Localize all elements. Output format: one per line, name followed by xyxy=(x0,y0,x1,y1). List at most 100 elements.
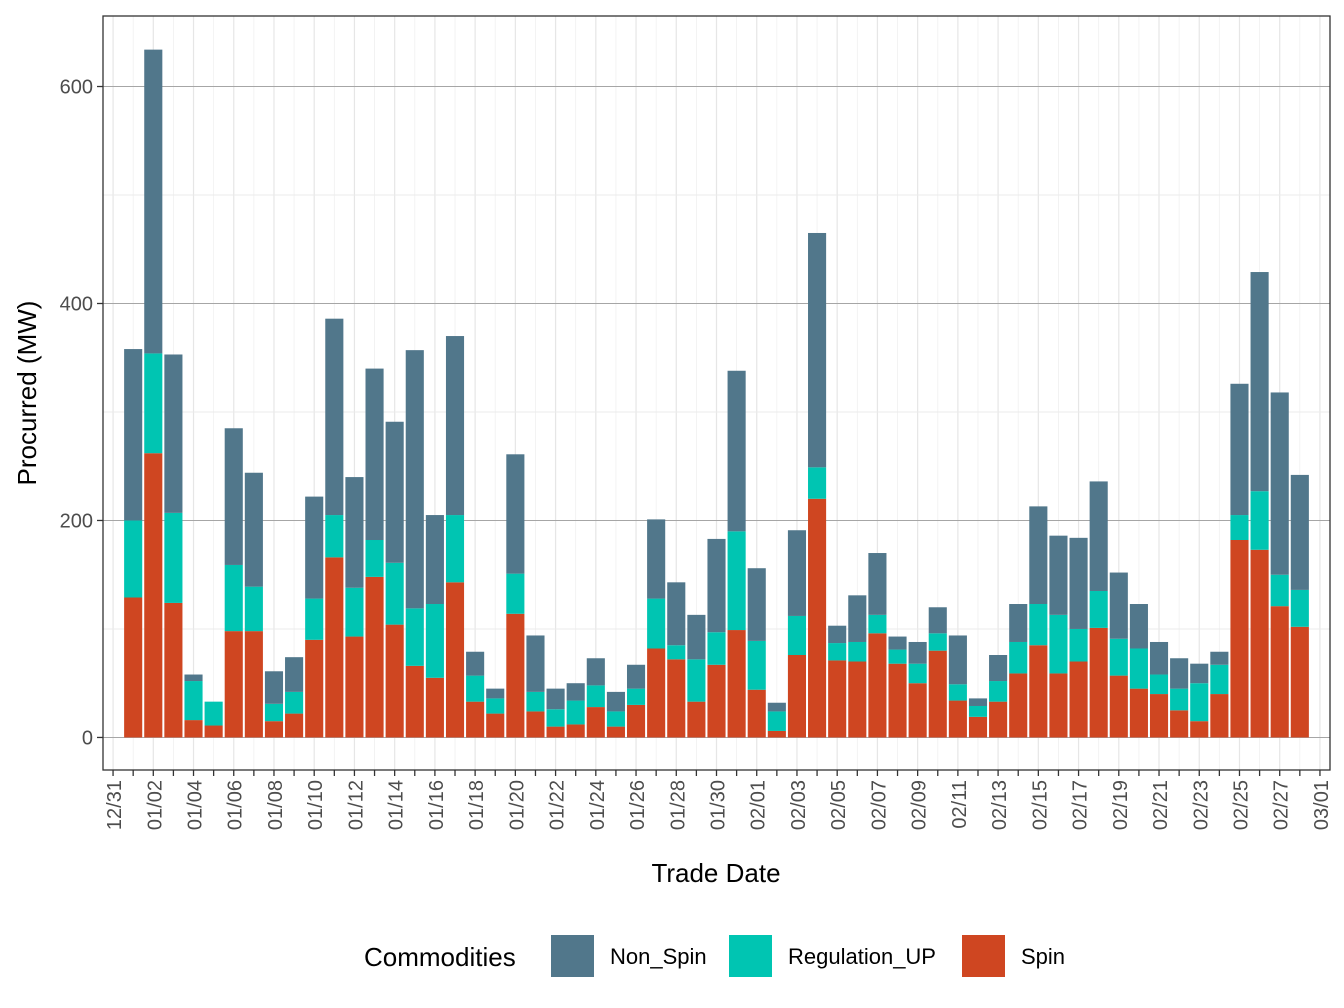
x-tick-label: 01/28 xyxy=(667,780,689,830)
bar-non-spin-02-17 xyxy=(1069,537,1088,629)
bar-spin-01-25 xyxy=(606,726,625,738)
bar-non-spin-02-22 xyxy=(1170,658,1189,689)
bar-non-spin-01-16 xyxy=(425,515,444,605)
bar-spin-02-19 xyxy=(1109,675,1128,738)
x-tick-label: 02/25 xyxy=(1230,780,1252,830)
legend-key-non-spin xyxy=(551,935,594,977)
bar-non-spin-02-16 xyxy=(1049,535,1068,615)
x-tick-label: 01/04 xyxy=(185,780,207,830)
bar-non-spin-01-28 xyxy=(667,582,686,646)
bar-non-spin-02-26 xyxy=(1250,272,1269,492)
bar-non-spin-02-18 xyxy=(1089,481,1108,591)
bar-spin-01-23 xyxy=(566,724,585,738)
bar-spin-02-01 xyxy=(747,689,766,738)
bar-spin-01-26 xyxy=(626,704,646,738)
bar-spin-01-28 xyxy=(667,659,686,738)
bar-spin-01-30 xyxy=(707,664,726,738)
bar-non-spin-01-06 xyxy=(224,428,243,565)
bar-regulation-up-02-14 xyxy=(1009,641,1028,674)
bar-spin-01-13 xyxy=(365,576,384,738)
bar-regulation-up-02-26 xyxy=(1250,491,1269,550)
bar-spin-02-02 xyxy=(767,730,786,738)
bar-spin-02-18 xyxy=(1089,627,1108,738)
bar-regulation-up-01-23 xyxy=(566,700,585,725)
bar-non-spin-01-15 xyxy=(405,350,424,609)
x-tick-label: 01/16 xyxy=(426,780,448,830)
bar-non-spin-02-03 xyxy=(787,530,807,616)
x-tick-label: 01/22 xyxy=(547,780,569,830)
bar-regulation-up-01-05 xyxy=(204,701,223,726)
bar-spin-02-25 xyxy=(1230,540,1249,738)
bar-non-spin-02-02 xyxy=(767,702,786,712)
x-tick-label: 02/03 xyxy=(788,780,810,830)
bar-spin-02-20 xyxy=(1129,688,1148,738)
bar-regulation-up-01-17 xyxy=(445,515,465,583)
bar-non-spin-01-19 xyxy=(486,688,505,699)
bar-regulation-up-01-25 xyxy=(606,711,625,727)
bar-regulation-up-01-22 xyxy=(546,709,565,727)
bar-non-spin-02-27 xyxy=(1270,392,1289,575)
bar-regulation-up-01-31 xyxy=(727,531,746,631)
y-tick-label: 200 xyxy=(60,510,93,532)
bar-spin-01-12 xyxy=(345,636,364,738)
bar-non-spin-02-23 xyxy=(1190,663,1209,684)
x-tick-label: 02/21 xyxy=(1150,780,1172,830)
bar-spin-01-08 xyxy=(264,721,284,738)
bar-non-spin-01-30 xyxy=(707,538,726,633)
x-tick-label: 01/14 xyxy=(386,780,408,830)
bar-spin-01-06 xyxy=(224,631,243,738)
bar-non-spin-02-06 xyxy=(848,595,867,642)
x-tick-label: 02/19 xyxy=(1110,780,1132,830)
x-tick-label: 01/20 xyxy=(506,780,528,830)
bar-non-spin-02-25 xyxy=(1230,383,1249,516)
bar-spin-01-22 xyxy=(546,726,565,738)
x-axis: 12/31 01/02 01/04 01/06 01/08 01/10 01/12 01/14… xyxy=(104,770,1333,830)
bar-regulation-up-01-01 xyxy=(124,520,143,598)
bar-regulation-up-01-26 xyxy=(626,688,646,705)
bar-regulation-up-01-27 xyxy=(647,598,666,649)
bar-spin-02-27 xyxy=(1270,606,1289,738)
x-tick-label: 01/24 xyxy=(587,780,609,830)
bar-spin-01-20 xyxy=(506,613,525,738)
bar-regulation-up-02-10 xyxy=(928,633,947,651)
bar-non-spin-01-02 xyxy=(144,49,163,354)
bar-regulation-up-02-24 xyxy=(1210,664,1229,695)
bar-regulation-up-02-05 xyxy=(828,643,847,661)
y-axis-title: Procurred (MW) xyxy=(12,301,42,486)
bar-spin-02-11 xyxy=(948,700,967,738)
bar-regulation-up-02-02 xyxy=(767,711,786,731)
bar-spin-01-19 xyxy=(486,713,505,738)
bar-regulation-up-02-07 xyxy=(868,614,887,634)
bar-non-spin-02-24 xyxy=(1210,651,1229,665)
bar-non-spin-01-25 xyxy=(606,691,625,712)
legend-label-spin: Spin xyxy=(1021,944,1065,969)
bar-regulation-up-01-24 xyxy=(586,685,605,708)
bar-regulation-up-01-20 xyxy=(506,573,525,614)
bar-spin-02-12 xyxy=(968,716,988,738)
bar-regulation-up-02-04 xyxy=(808,467,827,499)
legend-label-regulation-up: Regulation_UP xyxy=(788,944,936,969)
bar-spin-02-26 xyxy=(1250,549,1269,738)
bar-regulation-up-01-18 xyxy=(466,675,485,702)
bar-non-spin-01-31 xyxy=(727,370,746,532)
bar-spin-01-04 xyxy=(184,720,203,738)
bar-non-spin-02-13 xyxy=(989,655,1008,682)
bar-spin-01-21 xyxy=(526,711,545,738)
bar-regulation-up-01-07 xyxy=(244,586,263,632)
bar-spin-01-29 xyxy=(687,701,706,738)
bar-regulation-up-02-01 xyxy=(747,640,766,690)
y-tick-label: 400 xyxy=(60,293,93,315)
y-axis: 0 200 400 600 xyxy=(60,77,103,749)
bar-spin-02-06 xyxy=(848,661,867,738)
bar-spin-01-27 xyxy=(647,648,666,738)
x-axis-title: Trade Date xyxy=(651,858,780,888)
bar-spin-02-07 xyxy=(868,633,887,738)
x-tick-label: 01/26 xyxy=(627,780,649,830)
x-tick-label: 01/12 xyxy=(345,780,367,830)
bar-regulation-up-02-15 xyxy=(1029,604,1048,646)
bar-regulation-up-01-02 xyxy=(144,353,163,454)
bar-non-spin-02-04 xyxy=(808,232,827,468)
x-tick-label: 01/02 xyxy=(144,780,166,830)
bar-regulation-up-02-20 xyxy=(1129,648,1148,689)
